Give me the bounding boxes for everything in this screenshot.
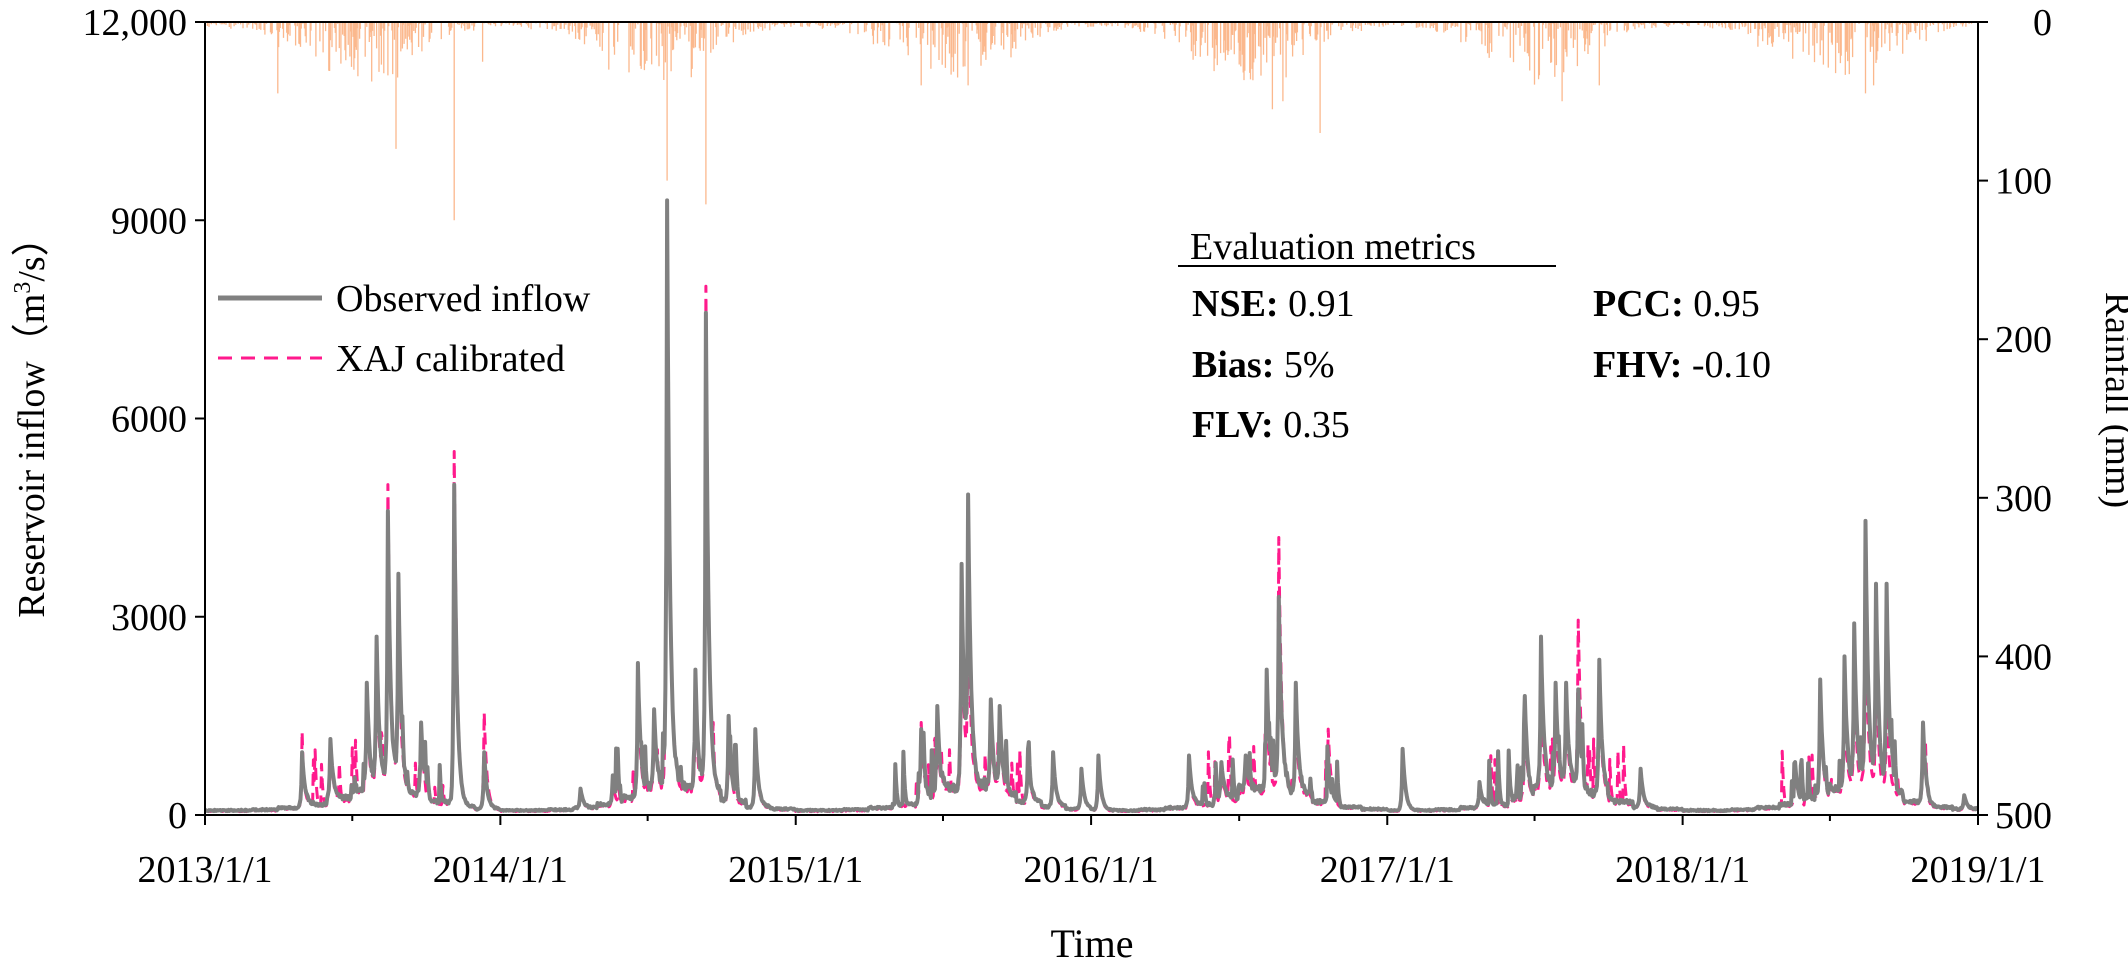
y-right-tick-label: 0 [2033, 2, 2052, 44]
legend: Observed inflow XAJ calibrated [218, 278, 591, 380]
y-left-tick-label: 0 [168, 795, 187, 837]
rainfall-bars-path [204, 22, 1977, 221]
legend-observed-label: Observed inflow [336, 278, 591, 320]
observed-inflow-path [203, 198, 1979, 814]
x-tick-label: 2013/1/1 [137, 849, 272, 891]
rainfall-bars [204, 22, 1977, 221]
y-axis-right-label: Rainfall (mm) [2097, 292, 2128, 508]
y-right-tick-label: 400 [1995, 636, 2052, 678]
y-left-tick-label: 12,000 [83, 2, 188, 44]
metric-fhv: FHV: -0.10 [1593, 344, 1771, 386]
y-left-tick-label: 3000 [111, 597, 187, 639]
x-tick-label: 2018/1/1 [1615, 849, 1750, 891]
x-tick-label: 2019/1/1 [1910, 849, 2045, 891]
metric-bias: Bias: 5% [1192, 344, 1335, 386]
x-tick-label: 2015/1/1 [728, 849, 863, 891]
plot-frame [204, 21, 1979, 816]
y-axis-left-label: Reservoir inflow（m3/s） [10, 218, 53, 617]
y-right-tick-label: 100 [1995, 161, 2052, 203]
axes: 0 3000 6000 9000 12,000 0 100 200 300 400 500 2013/… [83, 2, 2053, 891]
x-tick-label: 2016/1/1 [1024, 849, 1159, 891]
metrics-title: Evaluation metrics [1190, 226, 1476, 268]
metric-nse: NSE: 0.91 [1192, 283, 1355, 325]
observed-inflow-line [203, 198, 1979, 814]
x-tick-label: 2014/1/1 [433, 849, 568, 891]
metric-flv: FLV: 0.35 [1192, 404, 1350, 446]
legend-xaj-label: XAJ calibrated [336, 338, 565, 380]
y-right-tick-label: 200 [1995, 319, 2052, 361]
y-right-tick-label: 300 [1995, 478, 2052, 520]
x-tick-label: 2017/1/1 [1320, 849, 1455, 891]
x-axis-label: Time [1050, 921, 1133, 966]
y-right-tick-label: 500 [1995, 795, 2052, 837]
y-left-tick-label: 9000 [111, 200, 187, 242]
y-left-tick-label: 6000 [111, 399, 187, 441]
metrics-box: Evaluation metrics NSE: 0.91 PCC: 0.95 B… [1178, 226, 1771, 446]
metric-pcc: PCC: 0.95 [1593, 283, 1760, 325]
